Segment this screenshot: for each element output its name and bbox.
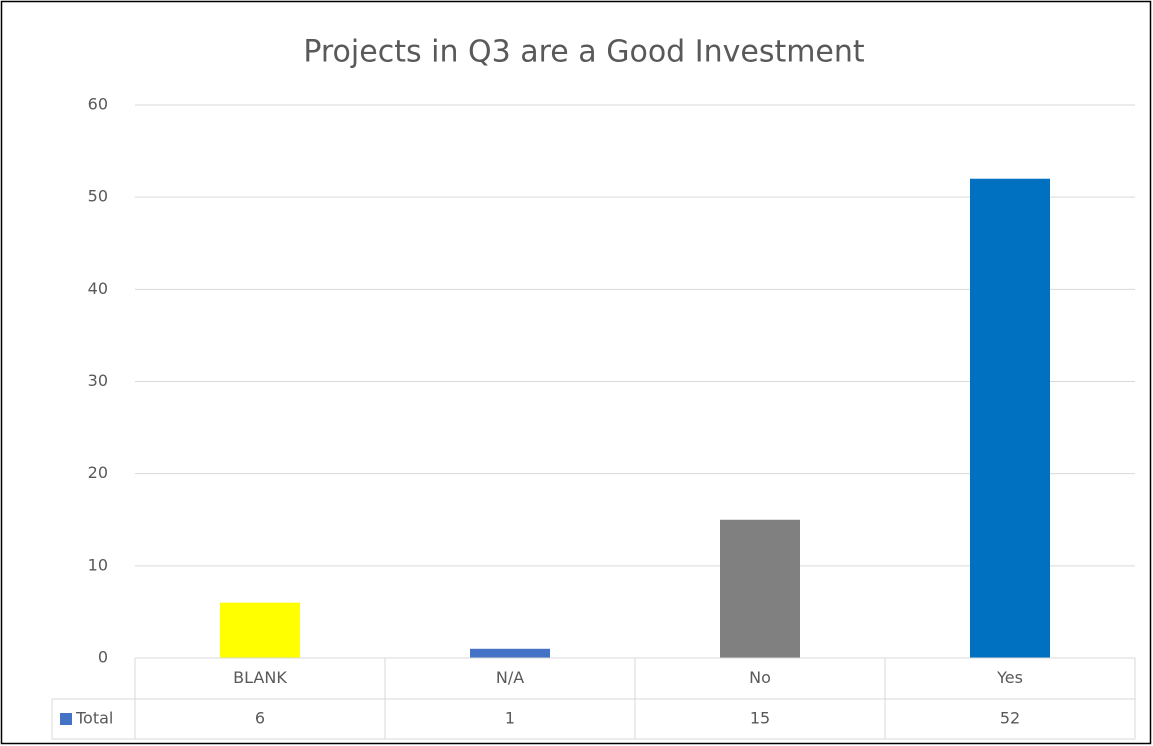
bar xyxy=(220,602,300,658)
y-tick-label: 0 xyxy=(98,648,108,667)
x-tick-label: Yes xyxy=(996,668,1023,687)
y-tick-label: 30 xyxy=(88,371,108,390)
x-tick-label: N/A xyxy=(496,668,524,687)
table-value: 6 xyxy=(255,709,265,728)
legend-key xyxy=(60,713,72,725)
bar xyxy=(470,648,550,658)
y-tick-label: 20 xyxy=(88,463,108,482)
table-value: 15 xyxy=(750,709,770,728)
bar xyxy=(970,178,1050,658)
x-tick-label: No xyxy=(749,668,771,687)
x-tick-label: BLANK xyxy=(233,668,287,687)
legend-label: Total xyxy=(75,709,113,728)
y-tick-label: 60 xyxy=(88,95,108,114)
chart-title: Projects in Q3 are a Good Investment xyxy=(303,35,865,70)
y-tick-label: 10 xyxy=(88,555,108,574)
y-tick-label: 40 xyxy=(88,279,108,298)
table-value: 1 xyxy=(505,709,515,728)
bar xyxy=(720,519,800,658)
y-tick-label: 50 xyxy=(88,187,108,206)
table-value: 52 xyxy=(1000,709,1020,728)
